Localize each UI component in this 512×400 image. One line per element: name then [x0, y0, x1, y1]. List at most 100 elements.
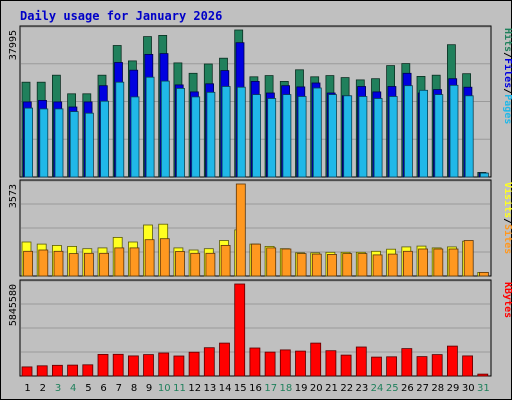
- pages-bar: [160, 80, 170, 178]
- kbytes-bar: [127, 355, 139, 377]
- legend-visits: Visits: [502, 182, 512, 218]
- kbytes-bar: [173, 355, 185, 377]
- day-label: 11: [173, 383, 186, 394]
- day-label: 17: [264, 383, 277, 394]
- sites-bar: [114, 247, 125, 277]
- kbytes-bar: [52, 364, 63, 377]
- pages-bar: [449, 84, 459, 178]
- y-max-label: 37995: [8, 30, 19, 60]
- kbytes-bar: [234, 283, 246, 377]
- y-max-label: 3573: [8, 184, 19, 208]
- kbytes-bar: [21, 366, 33, 377]
- pages-bar: [145, 76, 155, 178]
- sites-bar: [266, 247, 277, 277]
- kbytes-bar: [355, 346, 367, 377]
- pages-bar: [464, 95, 474, 178]
- day-label: 29: [447, 383, 460, 394]
- day-label: 14: [219, 383, 232, 394]
- day-label: 8: [131, 383, 137, 394]
- day-label: 6: [100, 383, 106, 394]
- day-label: 10: [158, 383, 171, 394]
- series-axis-label: Hits/Files/Pages: [502, 28, 512, 124]
- graph-title: Daily usage for January 2026: [20, 9, 223, 23]
- day-label: 25: [386, 383, 399, 394]
- sites-bar: [235, 183, 246, 277]
- day-label: 4: [70, 383, 76, 394]
- day-label: 21: [325, 383, 338, 394]
- sites-bar: [357, 253, 368, 277]
- pages-bar: [176, 88, 185, 178]
- pages-bar: [130, 96, 140, 178]
- sites-bar: [281, 248, 292, 277]
- sites-bar: [296, 253, 307, 277]
- kbytes-bar: [477, 373, 489, 377]
- day-label: 24: [371, 383, 384, 394]
- legend-hits: Hits: [502, 28, 512, 52]
- legend-separator: /: [502, 88, 512, 94]
- kbytes-bar: [295, 350, 306, 377]
- series-axis-label: Visits/Sites: [502, 182, 512, 254]
- kbytes-bar: [371, 356, 382, 377]
- pages-bar: [221, 86, 231, 178]
- pages-bar: [100, 100, 109, 178]
- pages-bar: [419, 89, 429, 178]
- kbytes-bar: [386, 356, 398, 377]
- day-label: 15: [234, 383, 247, 394]
- day-label: 20: [310, 383, 323, 394]
- day-label: 30: [462, 383, 475, 394]
- day-label: 26: [401, 383, 414, 394]
- day-label: 23: [356, 383, 369, 394]
- day-label: 3: [55, 383, 61, 394]
- kbytes-bar: [67, 364, 78, 377]
- kbytes-bar: [97, 353, 109, 377]
- y-max-label: 5845580: [8, 284, 19, 326]
- legend-files: Files: [502, 58, 512, 88]
- pages-bar: [267, 98, 277, 178]
- pages-bar: [312, 87, 322, 178]
- series-axis-label: KBytes: [502, 282, 512, 318]
- pages-bar: [206, 91, 216, 178]
- sites-bar: [53, 250, 64, 277]
- kbytes-bar: [36, 365, 48, 377]
- sites-bar: [175, 251, 185, 277]
- pages-bar: [388, 96, 398, 178]
- kbytes-bar: [219, 342, 230, 377]
- sites-bar: [84, 252, 94, 277]
- sites-bar: [38, 249, 49, 277]
- pages-bar: [328, 94, 337, 178]
- pages-bar: [115, 81, 125, 178]
- kbytes-bar: [310, 342, 322, 377]
- pages-bar: [434, 94, 444, 178]
- pages-bar: [191, 96, 201, 178]
- kbytes-bar: [416, 356, 428, 377]
- kbytes-bar: [112, 353, 124, 377]
- sites-bar: [159, 238, 170, 277]
- day-label: 31: [477, 383, 490, 394]
- sites-bar: [372, 254, 383, 277]
- sites-bar: [190, 252, 201, 277]
- sites-bar: [99, 252, 109, 277]
- pages-bar: [236, 86, 246, 178]
- kbytes-bar: [462, 355, 474, 377]
- kbytes-bar: [203, 347, 215, 377]
- kbytes-bar: [188, 351, 200, 377]
- day-label: 28: [431, 383, 444, 394]
- pages-bar: [85, 112, 94, 178]
- day-label: 19: [295, 383, 308, 394]
- sites-bar: [68, 253, 79, 277]
- kbytes-bar: [446, 345, 458, 377]
- pages-bar: [343, 95, 353, 178]
- legend-pages: Pages: [502, 94, 512, 124]
- legend-kbytes: KBytes: [502, 282, 512, 318]
- legend-separator: /: [502, 52, 512, 58]
- sites-bar: [144, 239, 155, 277]
- day-label: 18: [280, 383, 293, 394]
- kbytes-bar: [401, 348, 413, 377]
- day-label: 16: [249, 383, 262, 394]
- kbytes-bar: [143, 354, 154, 377]
- kbytes-bar: [431, 354, 443, 377]
- kbytes-bar: [158, 352, 170, 377]
- sites-bar: [251, 243, 261, 277]
- kbytes-bar: [264, 351, 276, 377]
- pages-bar: [282, 94, 292, 178]
